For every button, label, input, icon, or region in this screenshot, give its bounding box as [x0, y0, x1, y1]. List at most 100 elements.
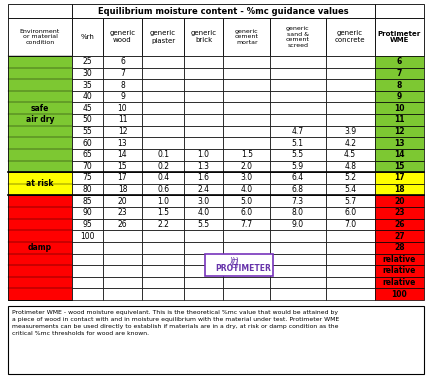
Text: 1.5: 1.5 [157, 208, 169, 217]
Bar [184, 172, 223, 184]
Text: 15: 15 [118, 162, 127, 171]
Bar [375, 4, 424, 18]
Bar [270, 126, 326, 137]
Bar [375, 265, 424, 277]
Bar [270, 242, 326, 253]
Text: 6: 6 [120, 57, 125, 66]
Bar [142, 253, 184, 265]
Text: 7.0: 7.0 [344, 220, 356, 229]
Bar [142, 184, 184, 196]
Text: 12: 12 [118, 127, 127, 136]
Text: 0.1: 0.1 [157, 150, 169, 159]
Text: generic
concrete: generic concrete [335, 30, 365, 44]
Bar [103, 219, 142, 230]
Bar [8, 4, 72, 18]
Bar [375, 79, 424, 91]
Text: 28: 28 [394, 243, 405, 252]
Text: 0.6: 0.6 [157, 185, 169, 194]
Text: 100: 100 [80, 232, 95, 241]
Bar [184, 103, 223, 114]
Text: 20: 20 [394, 197, 405, 206]
Text: 1.3: 1.3 [198, 162, 210, 171]
Bar [326, 230, 375, 242]
Bar [326, 56, 375, 68]
Bar [142, 91, 184, 103]
Bar [184, 18, 223, 56]
Bar [103, 79, 142, 91]
Text: 6: 6 [397, 57, 402, 66]
Bar [223, 56, 270, 68]
Bar [375, 253, 424, 265]
Text: 4.8: 4.8 [344, 162, 356, 171]
Bar [103, 277, 142, 288]
Bar [375, 196, 424, 207]
Text: Environment
or material
condition: Environment or material condition [20, 29, 60, 45]
Text: 7.7: 7.7 [241, 220, 253, 229]
Bar [326, 91, 375, 103]
Bar [375, 230, 424, 242]
Bar [184, 68, 223, 79]
Text: generic
sand &
cement
screed: generic sand & cement screed [286, 26, 310, 48]
Bar [270, 265, 326, 277]
Bar [142, 196, 184, 207]
Bar [103, 149, 142, 161]
Bar [326, 149, 375, 161]
Bar [72, 277, 103, 288]
Bar [326, 242, 375, 253]
Bar [223, 149, 270, 161]
Bar [142, 230, 184, 242]
Text: 9: 9 [120, 92, 125, 101]
Text: 17: 17 [394, 173, 405, 182]
Bar [184, 230, 223, 242]
Bar [184, 79, 223, 91]
Bar [103, 265, 142, 277]
Bar [270, 103, 326, 114]
Text: damp: damp [28, 243, 52, 252]
Text: 10: 10 [394, 104, 405, 113]
Bar [223, 18, 270, 56]
Bar [375, 172, 424, 184]
Text: 1.0: 1.0 [157, 197, 169, 206]
Bar [142, 265, 184, 277]
Text: 5.7: 5.7 [344, 197, 356, 206]
Bar [326, 68, 375, 79]
Bar [375, 114, 424, 126]
Bar [375, 184, 424, 196]
Bar [326, 137, 375, 149]
Text: 9: 9 [397, 92, 402, 101]
Text: 90: 90 [83, 208, 92, 217]
Text: 27: 27 [394, 232, 405, 241]
Text: 26: 26 [394, 220, 405, 229]
Text: 4.0: 4.0 [197, 208, 210, 217]
Text: 5.2: 5.2 [344, 173, 356, 182]
Text: 5.0: 5.0 [241, 197, 253, 206]
Bar [184, 196, 223, 207]
Bar [223, 219, 270, 230]
Bar [270, 277, 326, 288]
Bar [103, 103, 142, 114]
Bar [72, 91, 103, 103]
Bar [223, 68, 270, 79]
Bar [326, 288, 375, 300]
Bar [270, 18, 326, 56]
Text: 3.0: 3.0 [241, 173, 253, 182]
Bar [72, 265, 103, 277]
Bar [72, 230, 103, 242]
Bar [205, 254, 273, 276]
Bar [223, 288, 270, 300]
Bar [223, 114, 270, 126]
Bar [223, 184, 270, 196]
Bar [184, 149, 223, 161]
Bar [72, 137, 103, 149]
Bar [8, 172, 72, 196]
Bar [103, 18, 142, 56]
Text: 100: 100 [391, 290, 407, 299]
Bar [184, 219, 223, 230]
Text: 15: 15 [394, 162, 405, 171]
Text: 40: 40 [83, 92, 92, 101]
Bar [270, 137, 326, 149]
Text: 5.5: 5.5 [292, 150, 304, 159]
Text: 85: 85 [83, 197, 92, 206]
Bar [72, 207, 103, 219]
Bar [270, 114, 326, 126]
